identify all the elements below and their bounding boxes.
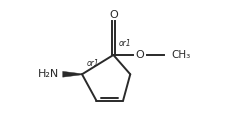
Text: or1: or1 (86, 59, 99, 68)
Text: O: O (109, 10, 118, 20)
Polygon shape (63, 71, 82, 77)
Text: O: O (135, 50, 144, 60)
Text: or1: or1 (119, 39, 132, 48)
Text: CH₃: CH₃ (171, 50, 190, 60)
Text: H₂N: H₂N (38, 69, 59, 79)
